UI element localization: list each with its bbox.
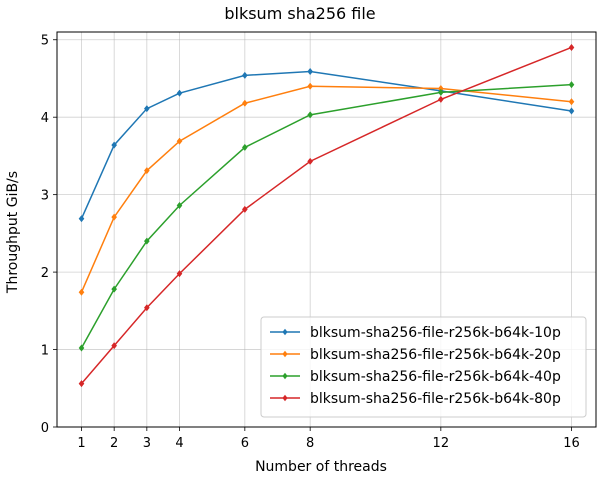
legend-box [260, 316, 587, 418]
data-point [143, 237, 150, 245]
x-axis: 1 2 3 4 6 8 12 16 [77, 427, 580, 451]
x-tick-label: 1 [77, 436, 85, 451]
x-axis-label: Number of threads [255, 459, 387, 475]
legend-item: blksum-sha256-file-r256k-b64k-80p [270, 391, 561, 407]
y-tick-label: 0 [41, 421, 49, 436]
legend-item: blksum-sha256-file-r256k-b64k-20p [270, 347, 561, 363]
y-axis: 0 1 2 3 4 5 [41, 34, 57, 436]
data-point [568, 98, 575, 106]
series-2 [78, 82, 575, 296]
data-point [568, 81, 575, 89]
legend-label: blksum-sha256-file-r256k-b64k-40p [310, 369, 561, 385]
y-axis-label: Throughput GiB/s [5, 171, 21, 294]
data-point [78, 288, 85, 296]
data-point [78, 344, 85, 352]
data-point [111, 342, 118, 350]
data-point [568, 43, 575, 52]
legend-marker [282, 394, 288, 402]
series-layer [78, 43, 575, 388]
data-point [307, 157, 314, 165]
y-tick-label: 3 [41, 189, 49, 204]
data-point [111, 285, 118, 293]
series-line [80, 46, 572, 385]
x-tick-label: 12 [433, 436, 450, 451]
x-tick-label: 4 [175, 436, 183, 451]
data-point [241, 71, 248, 79]
legend-marker [282, 350, 288, 358]
x-tick-label: 3 [143, 436, 151, 451]
data-point [143, 105, 150, 113]
data-point [437, 95, 444, 103]
series-3 [78, 81, 575, 352]
series-line [80, 85, 572, 293]
data-point [241, 143, 248, 152]
data-point [143, 304, 150, 312]
y-tick-label: 1 [41, 344, 49, 359]
chart-title: blksum sha256 file [224, 4, 375, 23]
data-point [307, 111, 314, 119]
series-4 [78, 43, 575, 388]
plot-frame [56, 31, 597, 428]
legend-label: blksum-sha256-file-r256k-b64k-20p [310, 347, 561, 363]
series-line [80, 83, 572, 349]
data-point [176, 201, 183, 210]
data-point [176, 89, 183, 97]
data-point [176, 137, 183, 145]
data-point [241, 205, 248, 213]
y-tick-label: 2 [41, 266, 49, 281]
data-point [568, 107, 575, 115]
x-tick-label: 2 [110, 436, 118, 451]
legend-marker [282, 372, 288, 380]
x-tick-label: 16 [563, 436, 580, 451]
legend-marker [282, 328, 288, 336]
legend-item: blksum-sha256-file-r256k-b64k-40p [270, 369, 561, 385]
data-point [176, 270, 183, 278]
data-point [111, 141, 118, 149]
legend-label: blksum-sha256-file-r256k-b64k-80p [310, 391, 561, 407]
data-point [111, 213, 118, 221]
x-tick-label: 6 [241, 436, 249, 451]
x-tick-label: 8 [306, 436, 314, 451]
data-point [241, 99, 248, 107]
data-point [78, 380, 85, 388]
data-point [143, 167, 150, 175]
data-point [307, 67, 314, 76]
data-point [437, 88, 444, 97]
legend-label: blksum-sha256-file-r256k-b64k-10p [310, 325, 561, 341]
y-tick-label: 5 [41, 34, 49, 49]
data-point [78, 215, 85, 223]
y-tick-label: 4 [41, 111, 49, 126]
legend: blksum-sha256-file-r256k-b64k-10p blksum-… [260, 316, 587, 418]
data-point [307, 82, 314, 90]
legend-item: blksum-sha256-file-r256k-b64k-10p [270, 325, 561, 341]
